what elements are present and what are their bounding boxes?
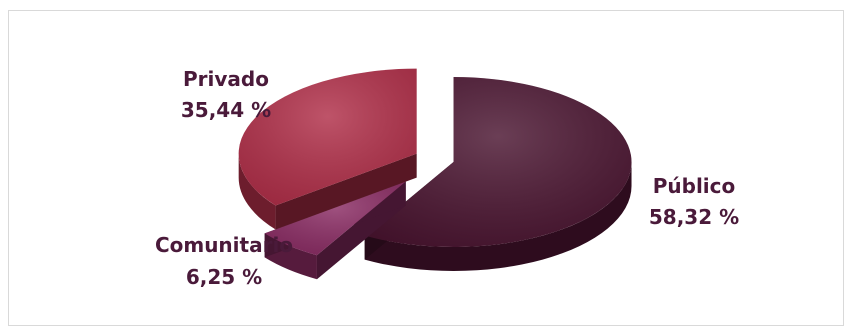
pie-slice-wall-privado	[275, 153, 417, 230]
slice-value-comunitario: 6,25 %	[186, 265, 262, 289]
pie-slice-shade-comunitario	[264, 181, 406, 256]
pie-slice-side-pblico	[364, 161, 632, 271]
slice-label-publico: Público	[653, 174, 736, 198]
pie-slice-privado	[238, 68, 417, 230]
slice-label-comunitario: Comunitario	[155, 233, 293, 257]
pie-slice-pblico	[364, 76, 632, 271]
pie-slice-shade-privado	[238, 68, 417, 206]
pie-slice-shade-pblico	[364, 76, 632, 247]
pie-slice-side-privado	[238, 153, 276, 230]
slice-label-privado: Privado	[183, 67, 269, 91]
slice-value-publico: 58,32 %	[649, 205, 739, 229]
chart-frame	[8, 10, 844, 326]
slice-value-privado: 35,44 %	[181, 98, 271, 122]
pie-slice-comunitario	[264, 181, 406, 280]
